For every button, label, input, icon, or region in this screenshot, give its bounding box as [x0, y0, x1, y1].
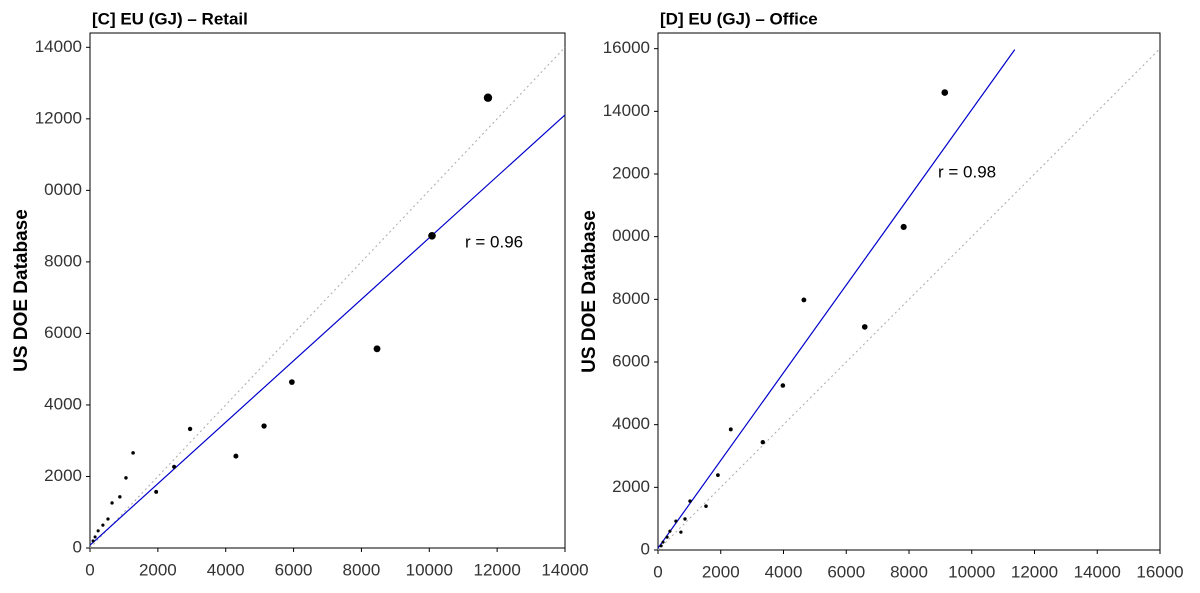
point — [172, 464, 177, 469]
y-tick-label: 6000 — [44, 323, 82, 342]
plot-frame — [89, 32, 566, 549]
point — [728, 427, 733, 432]
point — [373, 345, 381, 353]
x-tick-label: 6000 — [275, 560, 313, 579]
point — [941, 89, 949, 96]
x-tick-label: 6000 — [827, 562, 865, 581]
reference-line — [89, 46, 566, 549]
y-tick-label: 2000 — [612, 477, 650, 496]
point — [688, 499, 692, 503]
point — [661, 540, 665, 544]
x-tick-label: 0 — [85, 560, 94, 579]
y-tick-label: 4000 — [612, 414, 650, 433]
point — [289, 379, 295, 385]
point — [131, 451, 135, 455]
y-tick-label: 6000 — [612, 351, 650, 370]
point — [483, 93, 493, 102]
annotation: r = 0.98 — [938, 162, 996, 181]
x-tick-label: 2000 — [702, 562, 740, 581]
y-tick-label: 12000 — [35, 108, 82, 127]
point — [154, 489, 159, 494]
annotation: r = 0.96 — [465, 232, 523, 251]
point — [704, 504, 708, 508]
y-tick-label: 0000 — [44, 180, 82, 199]
point — [716, 473, 720, 477]
y-tick-label: 0 — [641, 539, 650, 558]
point — [659, 544, 663, 548]
x-tick-label: 4000 — [207, 560, 245, 579]
x-tick-label: 10000 — [948, 562, 995, 581]
y-tick-label: 0 — [73, 537, 82, 556]
point — [96, 529, 100, 533]
x-tick-label: 0 — [653, 562, 662, 581]
point — [124, 476, 128, 480]
y-tick-label: 8000 — [44, 251, 82, 270]
point — [233, 453, 239, 459]
point — [93, 535, 97, 539]
x-tick-label: 12000 — [1011, 562, 1058, 581]
x-tick-label: 8000 — [890, 562, 928, 581]
point — [780, 383, 786, 388]
fit-line — [89, 114, 566, 546]
point — [900, 223, 907, 231]
point — [679, 530, 683, 534]
x-tick-label: 16000 — [1136, 562, 1183, 581]
y-axis-label: US DOE Database — [579, 210, 600, 373]
y-axis-label: US DOE Database — [11, 209, 32, 372]
x-tick-label: 14000 — [541, 560, 588, 579]
reference-line — [657, 48, 1161, 551]
point — [118, 495, 122, 499]
point — [428, 231, 436, 240]
point — [106, 517, 110, 521]
fit-line — [657, 49, 1016, 549]
chart-title: [D] EU (GJ) – Office — [660, 9, 818, 28]
x-tick-label: 12000 — [474, 560, 521, 579]
x-tick-label: 8000 — [343, 560, 381, 579]
plot-frame — [657, 32, 1161, 551]
point — [101, 523, 105, 527]
y-tick-label: 4000 — [44, 394, 82, 413]
point — [110, 501, 114, 505]
point — [665, 535, 669, 539]
y-tick-label: 0000 — [612, 226, 650, 245]
point — [668, 529, 672, 533]
x-tick-label: 14000 — [1074, 562, 1121, 581]
point — [91, 539, 95, 543]
point — [683, 517, 687, 521]
y-tick-label: 14000 — [603, 101, 650, 120]
x-tick-label: 2000 — [139, 560, 177, 579]
point — [261, 423, 267, 429]
y-tick-label: 2000 — [44, 466, 82, 485]
point — [187, 426, 193, 432]
y-tick-label: 14000 — [35, 37, 82, 56]
point — [760, 440, 765, 445]
x-tick-label: 10000 — [406, 560, 453, 579]
point — [801, 297, 807, 303]
chart-title: [C] EU (GJ) – Retail — [92, 9, 248, 28]
point — [861, 324, 868, 330]
point — [674, 519, 678, 523]
x-tick-label: 4000 — [765, 562, 803, 581]
y-tick-label: 16000 — [603, 38, 650, 57]
y-tick-label: 8000 — [612, 289, 650, 308]
y-tick-label: 2000 — [612, 163, 650, 182]
